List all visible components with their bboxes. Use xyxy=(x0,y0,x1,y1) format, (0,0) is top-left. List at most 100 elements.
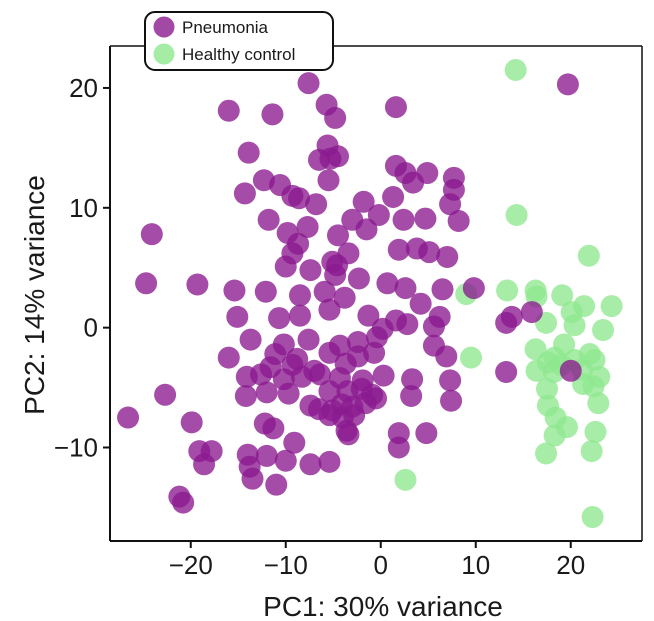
point-pneumonia xyxy=(324,263,347,286)
point-pneumonia xyxy=(313,280,336,303)
point-pneumonia xyxy=(296,215,319,238)
point-pneumonia xyxy=(382,186,405,209)
point-pneumonia xyxy=(297,72,320,95)
point-pneumonia xyxy=(241,467,264,490)
point-pneumonia xyxy=(422,315,445,338)
point-pneumonia xyxy=(415,422,438,445)
point-pneumonia xyxy=(255,444,278,467)
x-tick-label: 20 xyxy=(556,550,585,580)
point-healthy-control xyxy=(563,314,586,337)
point-pneumonia xyxy=(352,190,375,213)
point-pneumonia xyxy=(257,208,280,231)
point-healthy-control xyxy=(582,375,605,398)
point-pneumonia xyxy=(288,187,311,210)
point-pneumonia xyxy=(414,207,437,230)
point-healthy-control xyxy=(460,346,482,369)
legend-label-healthy-control: Healthy control xyxy=(182,45,295,64)
point-pneumonia xyxy=(290,365,313,388)
point-pneumonia xyxy=(559,359,582,382)
point-pneumonia xyxy=(283,431,306,454)
point-pneumonia xyxy=(436,245,459,268)
point-pneumonia xyxy=(324,106,347,129)
point-healthy-control xyxy=(496,279,519,302)
point-pneumonia xyxy=(261,103,284,126)
point-pneumonia xyxy=(217,99,240,122)
x-tick-label: 10 xyxy=(461,550,490,580)
point-pneumonia xyxy=(394,162,417,185)
point-pneumonia xyxy=(289,284,311,307)
point-healthy-control xyxy=(587,392,610,415)
point-pneumonia xyxy=(435,345,458,368)
point-pneumonia xyxy=(387,238,410,261)
x-tick-label: −20 xyxy=(169,550,213,580)
point-pneumonia xyxy=(308,363,331,386)
data-points xyxy=(117,58,623,529)
point-pneumonia xyxy=(396,313,419,336)
point-pneumonia xyxy=(265,473,288,496)
y-axis-title: PC2: 14% variance xyxy=(19,175,50,415)
point-pneumonia xyxy=(318,298,341,321)
point-pneumonia xyxy=(180,411,203,434)
point-pneumonia xyxy=(347,267,370,290)
point-pneumonia xyxy=(384,96,407,119)
point-pneumonia xyxy=(172,491,195,514)
point-pneumonia xyxy=(318,341,341,364)
point-pneumonia xyxy=(193,453,216,476)
point-pneumonia xyxy=(520,301,543,324)
point-pneumonia xyxy=(226,305,249,328)
point-pneumonia xyxy=(372,364,395,387)
x-axis-title: PC1: 30% variance xyxy=(263,591,503,621)
point-pneumonia xyxy=(439,193,462,216)
point-pneumonia xyxy=(254,280,277,303)
point-pneumonia xyxy=(117,406,140,429)
legend: Pneumonia Healthy control xyxy=(144,11,334,71)
point-pneumonia xyxy=(277,382,300,405)
point-pneumonia xyxy=(556,73,579,96)
point-pneumonia xyxy=(495,361,518,384)
point-healthy-control xyxy=(525,359,548,382)
x-tick-label: 0 xyxy=(374,550,388,580)
point-pneumonia xyxy=(416,162,439,185)
point-healthy-control xyxy=(592,319,615,342)
point-pneumonia xyxy=(367,203,390,226)
point-pneumonia xyxy=(376,272,399,295)
point-pneumonia xyxy=(233,182,256,205)
point-healthy-control xyxy=(543,424,566,447)
point-pneumonia xyxy=(237,141,260,164)
point-pneumonia xyxy=(268,307,291,330)
point-pneumonia xyxy=(439,369,462,392)
legend-swatch-pneumonia xyxy=(153,16,175,38)
point-pneumonia xyxy=(299,453,322,476)
point-pneumonia xyxy=(495,311,518,334)
point-pneumonia xyxy=(217,346,240,369)
point-healthy-control xyxy=(580,440,603,463)
point-pneumonia xyxy=(274,255,297,278)
point-pneumonia xyxy=(297,328,320,351)
legend-swatch-healthy-control xyxy=(153,43,175,65)
y-tick-label: 20 xyxy=(69,73,98,103)
point-pneumonia xyxy=(234,384,257,407)
point-pneumonia xyxy=(299,259,322,282)
point-pneumonia xyxy=(357,304,380,327)
point-pneumonia xyxy=(274,449,297,472)
point-pneumonia xyxy=(317,169,340,192)
point-pneumonia xyxy=(289,304,311,327)
point-healthy-control xyxy=(551,284,574,307)
point-pneumonia xyxy=(392,208,415,231)
legend-label-pneumonia: Pneumonia xyxy=(182,18,269,37)
point-healthy-control xyxy=(577,244,600,267)
y-tick-label: 10 xyxy=(69,193,98,223)
point-healthy-control xyxy=(505,203,528,226)
point-pneumonia xyxy=(327,224,349,247)
point-healthy-control xyxy=(600,295,623,318)
legend-box xyxy=(144,11,334,71)
point-healthy-control xyxy=(535,442,558,465)
x-axis-ticks: −20 −10 0 10 20 xyxy=(169,541,585,580)
point-pneumonia xyxy=(223,279,246,302)
point-pneumonia xyxy=(318,450,341,473)
point-healthy-control xyxy=(524,279,547,302)
point-pneumonia xyxy=(250,363,273,386)
point-healthy-control xyxy=(581,506,604,529)
point-pneumonia xyxy=(365,387,387,410)
